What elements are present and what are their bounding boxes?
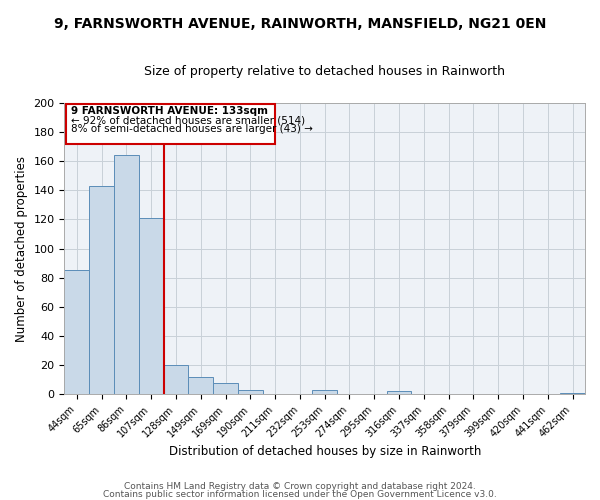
Bar	[89, 186, 114, 394]
Text: 9, FARNSWORTH AVENUE, RAINWORTH, MANSFIELD, NG21 0EN: 9, FARNSWORTH AVENUE, RAINWORTH, MANSFIE…	[54, 18, 546, 32]
Title: Size of property relative to detached houses in Rainworth: Size of property relative to detached ho…	[144, 65, 505, 78]
FancyBboxPatch shape	[65, 104, 275, 144]
Text: ← 92% of detached houses are smaller (514): ← 92% of detached houses are smaller (51…	[71, 115, 305, 125]
Bar	[238, 390, 263, 394]
Bar	[560, 393, 585, 394]
Bar	[188, 377, 213, 394]
Y-axis label: Number of detached properties: Number of detached properties	[15, 156, 28, 342]
Bar	[139, 218, 164, 394]
Text: Contains public sector information licensed under the Open Government Licence v3: Contains public sector information licen…	[103, 490, 497, 499]
Text: Contains HM Land Registry data © Crown copyright and database right 2024.: Contains HM Land Registry data © Crown c…	[124, 482, 476, 491]
Bar	[386, 392, 412, 394]
Bar	[64, 270, 89, 394]
Bar	[164, 365, 188, 394]
Bar	[213, 382, 238, 394]
Bar	[114, 156, 139, 394]
Text: 8% of semi-detached houses are larger (43) →: 8% of semi-detached houses are larger (4…	[71, 124, 313, 134]
X-axis label: Distribution of detached houses by size in Rainworth: Distribution of detached houses by size …	[169, 444, 481, 458]
Bar	[313, 390, 337, 394]
Text: 9 FARNSWORTH AVENUE: 133sqm: 9 FARNSWORTH AVENUE: 133sqm	[71, 106, 268, 117]
